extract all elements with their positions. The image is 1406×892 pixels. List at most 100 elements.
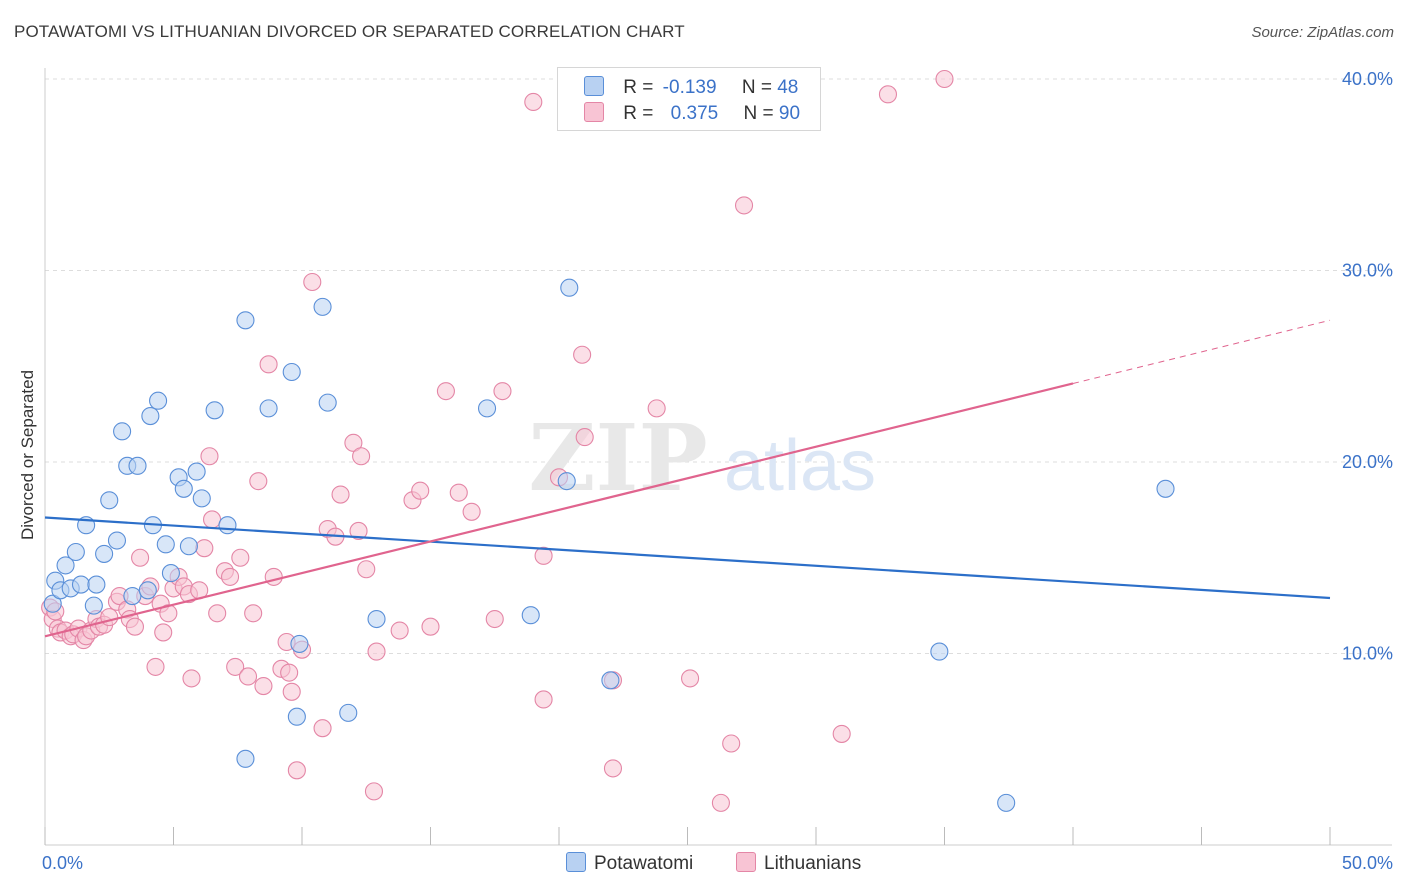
- potawatomi-point-42: [560, 278, 579, 297]
- potawatomi-point-43: [601, 671, 620, 690]
- lithuanians-point-52: [287, 761, 306, 780]
- potawatomi-point-10: [95, 544, 114, 563]
- lithuanians-point-40: [226, 657, 245, 676]
- lithuanians-r-value: 0.375: [670, 103, 719, 124]
- lithuanians-point-89: [935, 69, 954, 89]
- potawatomi-point-47: [236, 749, 255, 768]
- lithuanians-point-88: [878, 85, 898, 104]
- lithuanians-point-78: [575, 428, 594, 447]
- potawatomi-point-20: [149, 391, 168, 410]
- lithuanians-point-76: [534, 690, 553, 709]
- x-tick-label-1: 50.0%: [1342, 853, 1393, 873]
- lithuanians-point-44: [249, 472, 268, 491]
- lithuanians-point-63: [364, 782, 384, 801]
- potawatomi-points: [43, 278, 1175, 812]
- potawatomi-point-17: [138, 581, 157, 600]
- lithuanians-trend-line-2: [1072, 319, 1331, 384]
- lithuanians-point-59: [344, 433, 363, 452]
- lithuanians-point-73: [493, 382, 512, 401]
- lithuanians-r-label: R =: [623, 103, 654, 124]
- lithuanians-point-70: [449, 483, 468, 502]
- potawatomi-point-5: [66, 542, 85, 562]
- potawatomi-trend-line-0: [44, 516, 1331, 600]
- potawatomi-point-30: [236, 311, 255, 330]
- potawatomi-point-28: [205, 401, 224, 420]
- legend-row-lithuanians: R = 0.375 N = 90: [584, 102, 800, 128]
- lithuanians-point-24: [146, 657, 165, 676]
- potawatomi-point-0: [43, 594, 62, 613]
- potawatomi-point-15: [128, 456, 147, 475]
- lithuanians-n-value: 90: [778, 103, 801, 124]
- potawatomi-point-32: [282, 362, 301, 382]
- grid-lines: [45, 78, 1392, 654]
- bottom-lithuanians-swatch: [736, 852, 756, 872]
- potawatomi-point-9: [87, 575, 106, 594]
- potawatomi-point-45: [997, 793, 1016, 812]
- lithuanians-points: [41, 69, 954, 812]
- y-tick-label-1: 20.0%: [1342, 452, 1393, 472]
- lithuanians-point-55: [313, 719, 332, 738]
- potawatomi-point-29: [218, 516, 237, 535]
- bottom-potawatomi-swatch: [566, 852, 586, 872]
- potawatomi-point-22: [161, 564, 180, 583]
- lithuanians-point-27: [159, 604, 178, 623]
- lithuanians-point-68: [421, 617, 440, 636]
- lithuanians-point-37: [208, 604, 227, 623]
- bottom-legend-potawatomi: Potawatomi: [566, 852, 693, 875]
- correlation-legend: R = -0.139 N = 48 R = 0.375 N = 90: [557, 67, 821, 131]
- lithuanians-point-75: [534, 546, 553, 565]
- lithuanians-trend-line-1: [44, 382, 1074, 638]
- potawatomi-point-21: [156, 535, 175, 554]
- lithuanians-point-60: [352, 447, 371, 466]
- lithuanians-point-41: [231, 548, 250, 567]
- source-label: Source: ZipAtlas.com: [1251, 24, 1394, 41]
- potawatomi-point-6: [71, 575, 91, 594]
- lithuanians-point-62: [367, 642, 386, 661]
- chart-title: POTAWATOMI VS LITHUANIAN DIVORCED OR SEP…: [14, 22, 685, 41]
- lithuanians-point-45: [254, 677, 273, 696]
- y-tick-label-2: 30.0%: [1342, 261, 1393, 281]
- potawatomi-point-46: [1156, 479, 1175, 498]
- lithuanians-point-51: [280, 663, 299, 682]
- lithuanians-point-15: [100, 608, 119, 627]
- trend-lines: [44, 319, 1331, 638]
- lithuanians-point-64: [349, 521, 368, 540]
- lithuanians-point-26: [154, 623, 173, 642]
- y-tick-label-3: 40.0%: [1342, 69, 1393, 89]
- lithuanians-point-81: [603, 759, 623, 778]
- lithuanians-point-86: [734, 196, 754, 215]
- potawatomi-point-40: [521, 606, 540, 625]
- x-tick-label-0: 0.0%: [42, 853, 83, 873]
- lithuanians-point-82: [647, 399, 666, 418]
- potawatomi-point-26: [187, 462, 206, 481]
- bottom-potawatomi-label: Potawatomi: [594, 853, 694, 874]
- lithuanians-point-46: [259, 355, 278, 374]
- potawatomi-point-12: [107, 531, 127, 550]
- potawatomi-point-8: [84, 596, 103, 615]
- y-axis-label: Divorced or Separated: [18, 369, 37, 541]
- potawatomi-point-41: [557, 472, 576, 491]
- potawatomi-point-39: [477, 399, 497, 418]
- lithuanians-point-39: [220, 567, 240, 586]
- y-tick-label-0: 10.0%: [1342, 644, 1393, 664]
- lithuanians-point-85: [722, 734, 741, 753]
- lithuanians-swatch: [584, 102, 604, 122]
- potawatomi-point-36: [318, 393, 337, 412]
- lithuanians-point-83: [681, 669, 700, 688]
- potawatomi-point-34: [287, 707, 306, 726]
- lithuanians-point-84: [711, 793, 730, 812]
- axes: [44, 68, 1392, 846]
- potawatomi-point-19: [141, 406, 160, 426]
- lithuanians-point-72: [485, 609, 504, 629]
- lithuanians-point-74: [524, 92, 543, 112]
- lithuanians-point-67: [411, 481, 430, 500]
- potawatomi-point-16: [123, 586, 142, 606]
- lithuanians-point-65: [390, 621, 409, 640]
- lithuanians-point-34: [195, 539, 214, 558]
- watermark-atlas: atlas: [724, 426, 876, 506]
- lithuanians-point-32: [182, 669, 201, 688]
- potawatomi-point-35: [313, 297, 332, 316]
- bottom-lithuanians-label: Lithuanians: [764, 853, 862, 874]
- potawatomi-r-label: R =: [623, 77, 654, 98]
